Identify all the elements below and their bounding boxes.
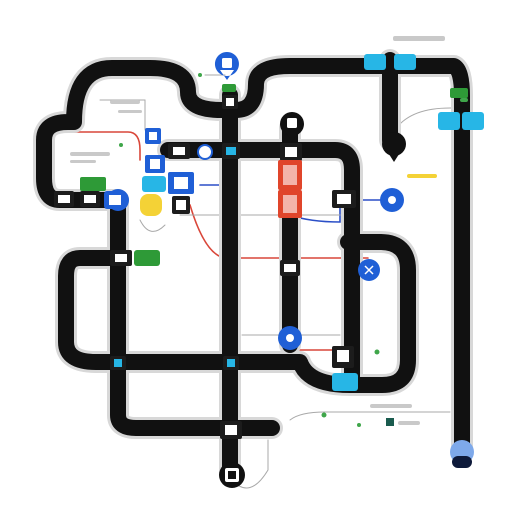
map-pin-icon[interactable] [280, 112, 304, 142]
box-icon[interactable] [110, 250, 132, 266]
dot [357, 423, 361, 427]
box-icon[interactable] [280, 143, 302, 161]
box-icon[interactable] [142, 176, 166, 192]
box-icon[interactable] [332, 190, 356, 208]
map-pin-icon[interactable] [358, 259, 380, 281]
stations [54, 54, 484, 439]
box-icon[interactable] [110, 356, 126, 370]
box-icon[interactable] [222, 143, 240, 159]
box-icon[interactable] [168, 172, 194, 194]
box-icon[interactable] [134, 250, 160, 266]
track-mid-horizontal [160, 142, 360, 388]
tracks [33, 49, 473, 481]
box-icon[interactable] [462, 112, 484, 130]
box-icon[interactable] [386, 418, 394, 426]
box-icon[interactable] [168, 143, 190, 159]
map-pin-icon[interactable] [450, 440, 474, 468]
track-outer-loop [36, 58, 470, 458]
box-icon[interactable] [222, 84, 236, 92]
box-icon[interactable] [80, 177, 106, 191]
box-icon[interactable] [364, 54, 386, 70]
dot [119, 143, 123, 147]
wire-gray-5 [289, 411, 451, 421]
box-icon[interactable] [145, 128, 161, 144]
map-pin-icon[interactable] [219, 462, 245, 488]
box-icon[interactable] [280, 260, 300, 276]
dot [198, 73, 202, 77]
track-left-down [110, 192, 280, 436]
box-icon[interactable] [222, 95, 238, 109]
map-pin-icon[interactable] [214, 52, 239, 80]
box-icon[interactable] [145, 155, 165, 173]
box-icon[interactable] [450, 88, 468, 98]
box-icon[interactable] [394, 54, 416, 70]
box-icon[interactable] [223, 356, 239, 370]
box-icon[interactable] [278, 160, 302, 190]
wire-gray-1 [99, 99, 146, 131]
box-icon[interactable] [104, 191, 126, 209]
dots [119, 73, 380, 427]
wire-gray-7 [139, 219, 166, 232]
track-lower-loop [58, 234, 416, 393]
map-pin-icon[interactable] [382, 132, 406, 162]
box-icon[interactable] [172, 196, 190, 214]
dot [321, 412, 327, 418]
box-icon[interactable] [332, 373, 358, 391]
label-smudges [70, 36, 468, 425]
box-icon[interactable] [220, 421, 242, 439]
wire-red-1 [69, 131, 141, 161]
box-icon[interactable] [54, 191, 74, 207]
box-icon[interactable] [278, 190, 302, 218]
box-icon[interactable] [332, 346, 354, 368]
dot [374, 349, 380, 355]
map-pin-icon[interactable] [380, 188, 404, 212]
box-icon[interactable] [438, 112, 460, 130]
box-icon[interactable] [140, 194, 162, 216]
map-pin-icon[interactable] [278, 326, 302, 350]
box-icon[interactable] [80, 191, 100, 207]
box-icon[interactable] [197, 144, 213, 160]
